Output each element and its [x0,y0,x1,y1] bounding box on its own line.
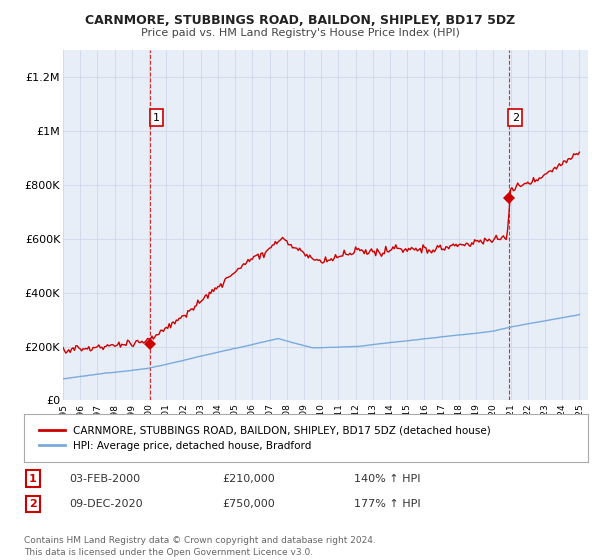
Text: 2: 2 [512,113,519,123]
Text: £210,000: £210,000 [222,474,275,484]
Text: 1: 1 [153,113,160,123]
Text: 140% ↑ HPI: 140% ↑ HPI [354,474,421,484]
Text: 03-FEB-2000: 03-FEB-2000 [69,474,140,484]
Text: 177% ↑ HPI: 177% ↑ HPI [354,499,421,509]
Text: 2: 2 [29,499,37,509]
Text: Contains HM Land Registry data © Crown copyright and database right 2024.
This d: Contains HM Land Registry data © Crown c… [24,536,376,557]
Text: £750,000: £750,000 [222,499,275,509]
Text: 09-DEC-2020: 09-DEC-2020 [69,499,143,509]
Legend: CARNMORE, STUBBINGS ROAD, BAILDON, SHIPLEY, BD17 5DZ (detached house), HPI: Aver: CARNMORE, STUBBINGS ROAD, BAILDON, SHIPL… [35,422,496,455]
Text: Price paid vs. HM Land Registry's House Price Index (HPI): Price paid vs. HM Land Registry's House … [140,28,460,38]
Text: 1: 1 [29,474,37,484]
Text: CARNMORE, STUBBINGS ROAD, BAILDON, SHIPLEY, BD17 5DZ: CARNMORE, STUBBINGS ROAD, BAILDON, SHIPL… [85,14,515,27]
